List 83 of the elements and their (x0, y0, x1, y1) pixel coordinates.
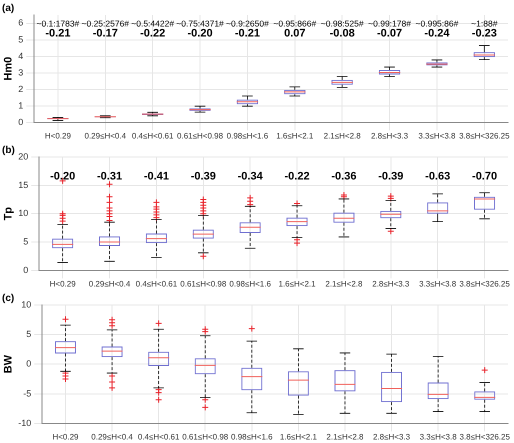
annotation: -0.23 (472, 27, 497, 40)
x-tick-label: 0.4≤H<0.61 (132, 131, 174, 140)
annotation: -0.39 (378, 170, 404, 182)
y-tick-label: 5 (18, 34, 24, 44)
y-tick-label: 20 (18, 151, 28, 162)
annotation: ~0.25:2576# (82, 18, 130, 28)
x-tick-label: 0.98≤H<1.6 (229, 279, 272, 288)
y-axis-title: Tp (2, 206, 15, 220)
annotation: ~0.1:1783# (36, 18, 80, 28)
annotation: ~0.9:2650# (226, 18, 270, 28)
annotation: ~0.5:4422# (131, 18, 174, 28)
x-tick-label: H<0.29 (44, 131, 72, 140)
y-tick-label: -10 (18, 418, 32, 428)
annotation: -0.22 (140, 27, 166, 40)
annotation: ~0.98:525# (320, 18, 364, 28)
annotation: -0.34 (238, 170, 264, 182)
y-tick-label: 1 (18, 100, 24, 110)
x-tick-label: 1.6≤H<2.1 (276, 131, 314, 140)
x-tick-label: 0.29≤H<0.4 (91, 432, 134, 442)
x-tick-label: 3.8≤H<326.25 (459, 279, 510, 288)
x-tick-label: 0.61≤H<0.98 (177, 131, 224, 140)
annotation: -0.21 (45, 27, 70, 40)
annotation: -0.39 (190, 170, 216, 182)
y-tick-label: -5 (23, 388, 32, 398)
annotation: -0.20 (50, 170, 76, 182)
annotation: -0.07 (377, 27, 402, 40)
chart-title: (c) (2, 292, 14, 304)
annotation: -0.08 (330, 27, 355, 40)
x-tick-label: 0.4≤H<0.61 (138, 432, 180, 442)
chart-title: (b) (2, 144, 15, 156)
y-tick-label: 10 (18, 208, 28, 218)
y-tick-label: 0 (18, 116, 24, 127)
annotation: -0.70 (472, 170, 498, 182)
annotation: ~1:88# (471, 18, 498, 28)
x-tick-label: H<0.29 (50, 279, 76, 288)
annotation: ~0.99:178# (368, 18, 412, 28)
annotation: -0.17 (92, 27, 118, 40)
x-tick-label: 2.1≤H<2.8 (324, 131, 362, 140)
x-tick-label: 2.8≤H<3.3 (372, 279, 410, 288)
annotation: -0.63 (425, 170, 450, 182)
y-tick-label: 0 (23, 264, 28, 275)
annotation: -0.21 (234, 27, 260, 40)
x-tick-label: 3.3≤H<3.8 (419, 279, 457, 288)
annotation: -0.41 (144, 170, 169, 182)
x-tick-label: 0.61≤H<0.98 (182, 432, 229, 442)
chart-title: (a) (2, 2, 14, 14)
x-tick-label: 1.6≤H<2.1 (280, 432, 318, 442)
y-tick-label: 6 (18, 18, 24, 28)
x-tick-label: 0.98≤H<1.6 (231, 432, 274, 442)
x-tick-label: 3.3≤H<3.8 (418, 131, 456, 140)
annotation: -0.31 (96, 170, 122, 182)
annotation: ~0.75:4371# (176, 18, 224, 28)
y-tick-label: 4 (18, 50, 24, 61)
y-tick-label: 10 (21, 299, 32, 310)
x-tick-label: 2.8≤H<3.3 (371, 131, 409, 140)
y-tick-label: 5 (23, 236, 28, 247)
x-tick-label: 2.1≤H<2.8 (325, 279, 364, 288)
x-tick-label: 0.98≤H<1.6 (226, 131, 269, 140)
x-tick-label: 2.8≤H<3.3 (373, 432, 411, 442)
x-tick-label: 0.29≤H<0.4 (88, 279, 131, 288)
x-tick-label: 3.8≤H<326.25 (459, 131, 510, 140)
annotation: ~0.95:866# (273, 18, 316, 28)
x-tick-label: 3.3≤H<3.8 (420, 432, 458, 442)
annotation: -0.20 (187, 27, 213, 40)
y-tick-label: 15 (18, 180, 28, 190)
x-tick-label: 0.29≤H<0.4 (84, 131, 127, 140)
y-tick-label: 5 (26, 329, 32, 340)
y-tick-label: 3 (18, 67, 24, 78)
y-tick-label: 0 (26, 358, 32, 369)
x-tick-label: 0.4≤H<0.61 (136, 279, 178, 288)
x-tick-label: 0.61≤H<0.98 (180, 279, 227, 288)
annotation: ~0.995:86# (416, 18, 459, 28)
annotation: -0.24 (424, 27, 450, 40)
annotation: -0.36 (331, 170, 356, 182)
y-axis-title: BW (2, 354, 15, 374)
x-tick-label: H<0.29 (52, 432, 80, 442)
y-tick-label: 2 (18, 84, 24, 94)
y-axis-title: Hm0 (2, 56, 15, 81)
annotation: -0.22 (284, 170, 310, 182)
x-tick-label: 3.8≤H<326.25 (459, 432, 510, 442)
annotation: 0.07 (284, 27, 306, 40)
x-tick-label: 2.1≤H<2.8 (326, 432, 364, 442)
x-tick-label: 1.6≤H<2.1 (278, 279, 316, 288)
